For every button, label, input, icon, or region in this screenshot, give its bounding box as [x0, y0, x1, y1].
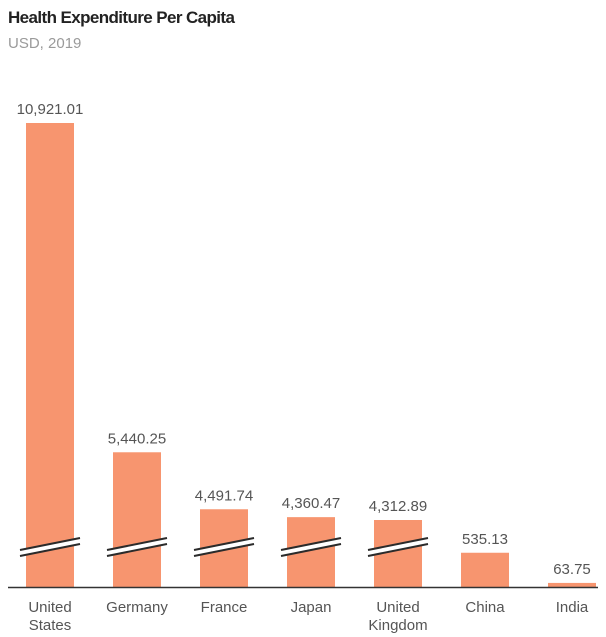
axis-break-mark — [367, 537, 429, 557]
bar — [548, 582, 596, 587]
data-label: 4,312.89 — [369, 498, 427, 515]
bar — [461, 552, 509, 587]
bar — [113, 452, 161, 587]
bar — [26, 123, 74, 587]
category-label: Japan — [291, 599, 332, 616]
chart-title: Health Expenditure Per Capita — [8, 8, 235, 27]
category-label: United Kingdom — [368, 599, 427, 634]
chart-subtitle: USD, 2019 — [8, 35, 82, 52]
axis-break-mark — [193, 537, 255, 557]
axis-break-mark — [280, 537, 342, 557]
data-label: 4,491.74 — [195, 487, 253, 504]
axis-break-mark — [19, 537, 81, 557]
data-label: 10,921.01 — [17, 101, 84, 118]
data-label: 4,360.47 — [282, 495, 340, 512]
category-label: India — [556, 599, 589, 616]
axis-break-mark — [106, 537, 168, 557]
category-label: France — [201, 599, 248, 616]
category-label: China — [465, 599, 505, 616]
category-label: Germany — [106, 599, 168, 616]
data-label: 5,440.25 — [108, 430, 166, 447]
data-label: 535.13 — [462, 531, 508, 548]
data-label: 63.75 — [553, 561, 591, 578]
category-label: United States — [28, 599, 71, 634]
